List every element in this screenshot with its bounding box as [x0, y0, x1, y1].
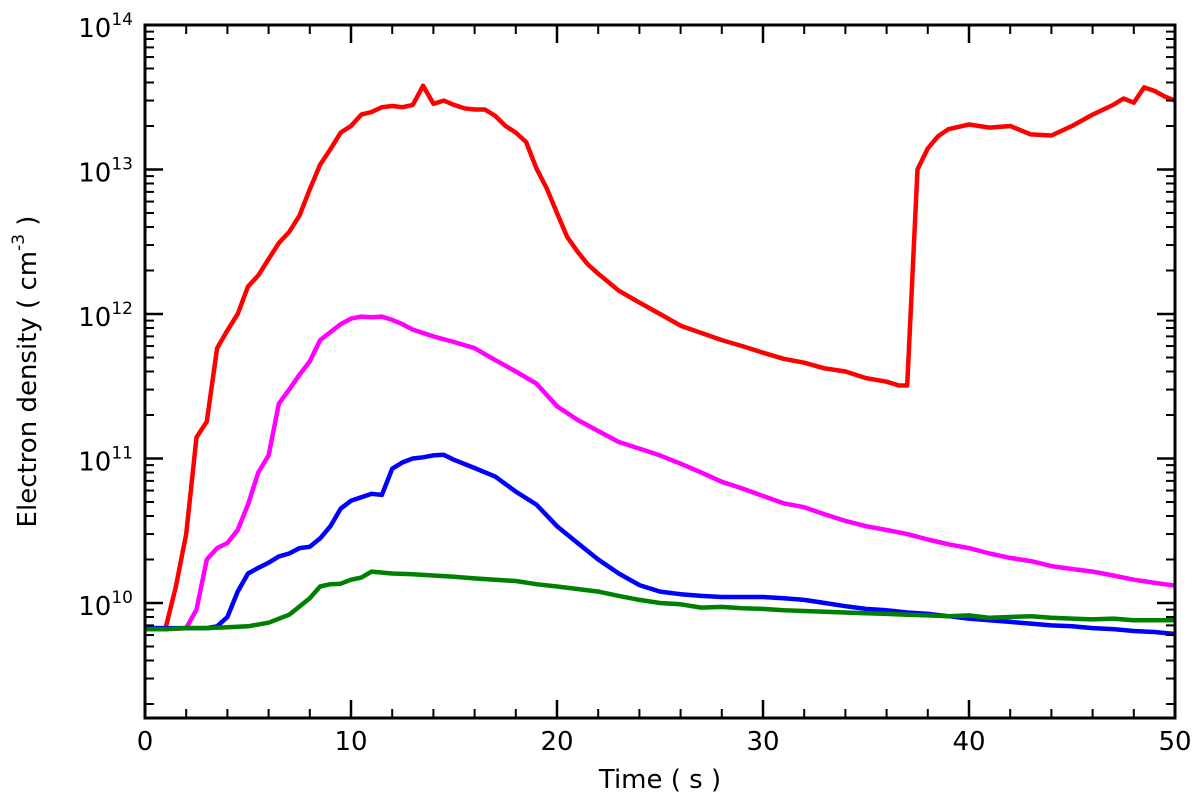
series-line-blue	[145, 452, 1176, 637]
y-tick-label: 1012	[78, 299, 133, 333]
y-axis-label-close: )	[13, 216, 43, 234]
series-line-red	[145, 83, 1176, 631]
y-tick-label: 1013	[78, 154, 133, 188]
y-tick-label: 1011	[78, 443, 133, 477]
x-tick-label: 20	[540, 727, 573, 757]
y-tick-label: 1010	[78, 588, 133, 622]
label-layer: 0 10 20 30 40 50 1010 1011 1012 1013 1014	[78, 10, 1191, 757]
y-tick-label: 1014	[78, 10, 133, 44]
x-tick-label: 40	[952, 727, 985, 757]
series-line-green	[145, 569, 1175, 632]
tick-layer	[143, 23, 1177, 718]
y-axis-label: Electron density ( cm-3 )	[9, 216, 43, 528]
series-line-magenta	[145, 314, 1176, 632]
x-tick-label: 30	[746, 727, 779, 757]
series-layer	[145, 83, 1176, 637]
y-axis-label-sup: -3	[9, 234, 29, 251]
x-tick-label: 10	[334, 727, 367, 757]
x-axis-label: Time ( s )	[598, 765, 721, 795]
x-tick-label: 50	[1158, 727, 1191, 757]
x-tick-label: 0	[137, 727, 154, 757]
y-axis-label-main: Electron density ( cm	[13, 251, 43, 528]
